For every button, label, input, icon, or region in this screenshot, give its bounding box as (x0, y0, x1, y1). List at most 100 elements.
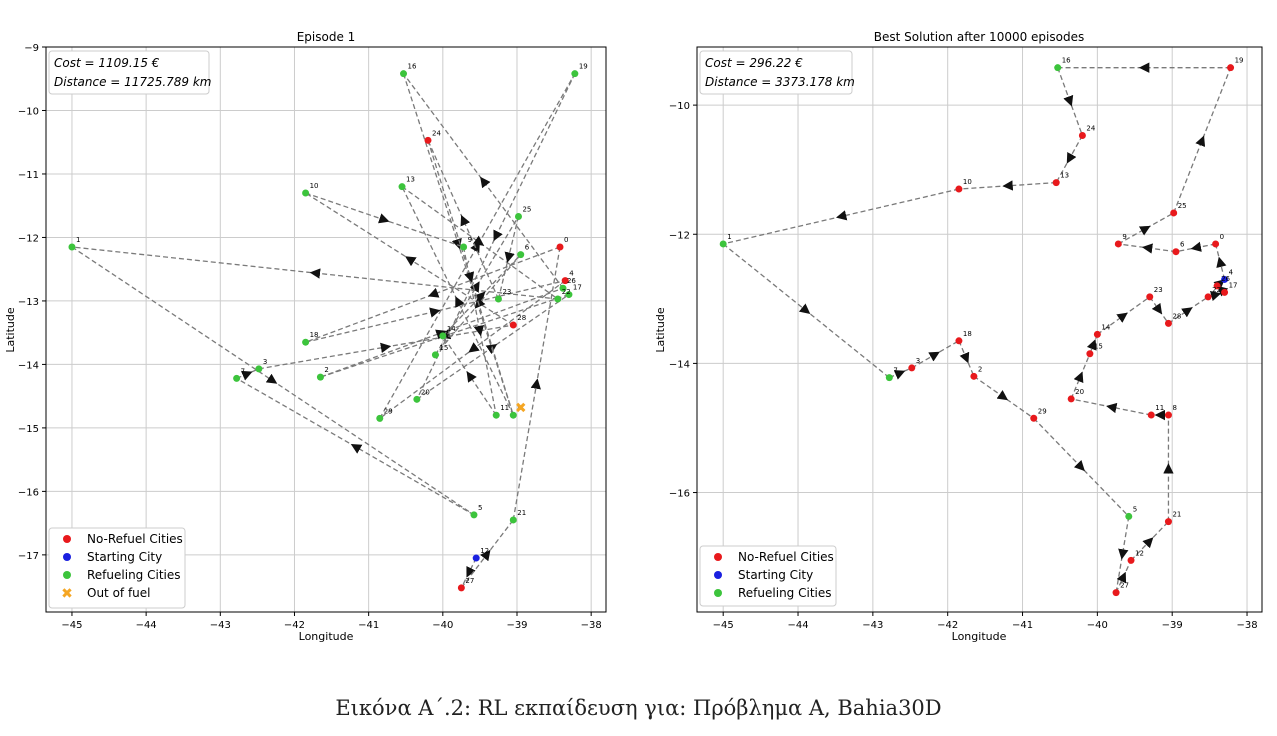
city-point (517, 251, 525, 259)
city-label: 21 (1172, 511, 1181, 519)
route-segment (1096, 296, 1151, 335)
city-point (1172, 248, 1180, 256)
city-point (1227, 64, 1235, 72)
legend-label: Starting City (738, 568, 813, 582)
y-tick-label: −11 (18, 170, 39, 181)
cost-annotation: Cost = 296.22 € (705, 56, 803, 70)
route-segment (305, 246, 561, 343)
x-tick-label: −38 (1236, 620, 1257, 631)
route-segment (71, 246, 475, 516)
route-segment (401, 186, 559, 300)
out-of-fuel-point: ✖ (515, 401, 527, 417)
cities (68, 70, 579, 592)
city-point (1164, 518, 1172, 526)
city-point (1221, 275, 1229, 283)
route-segment (1118, 212, 1175, 245)
city-point (1052, 179, 1060, 187)
city-point (509, 321, 517, 329)
city-point (565, 291, 573, 299)
city-label: 14 (1101, 323, 1110, 331)
legend-marker-no-refuel (63, 535, 71, 543)
route-segment (1173, 67, 1232, 214)
city-point (431, 351, 439, 359)
city-label: 9 (1122, 233, 1126, 241)
legend: No-Refuel Cities Starting City Refueling… (699, 545, 837, 607)
x-tick-label: −39 (1162, 620, 1183, 631)
y-tick-label: −15 (18, 424, 39, 435)
x-axis-label: Longitude (952, 630, 1007, 643)
city-label: 19 (1235, 57, 1244, 65)
city-point (1030, 414, 1038, 422)
city-point (233, 374, 241, 382)
y-tick-label: −12 (18, 233, 39, 244)
city-label: 8 (1172, 404, 1176, 412)
route-segment (1115, 560, 1132, 593)
y-tick-label: −17 (18, 551, 39, 562)
city-label: 29 (384, 407, 393, 415)
city-label: 18 (963, 330, 972, 338)
route-segment (1070, 353, 1091, 400)
city-point (376, 414, 384, 422)
grid (697, 47, 1262, 612)
city-label: 11 (500, 404, 509, 412)
city-label: 28 (517, 314, 526, 322)
legend-marker-start (714, 571, 722, 579)
route-segment (258, 324, 514, 370)
routes (71, 73, 576, 589)
legend: No-Refuel Cities Starting City Refueling… (48, 527, 186, 609)
route-segment (379, 280, 566, 419)
annotation-box (48, 50, 210, 95)
y-tick-label: −10 (18, 106, 39, 117)
city-label: 6 (525, 244, 530, 252)
route-segment (71, 246, 558, 300)
city-label: 19 (579, 63, 588, 71)
city-label: 18 (310, 331, 319, 339)
x-tick-label: −45 (61, 620, 82, 631)
route-segment (958, 340, 975, 377)
city-point (908, 364, 916, 372)
city-label: 25 (1178, 202, 1187, 210)
legend-label: Refueling Cities (87, 568, 181, 582)
city-label: 20 (1075, 388, 1084, 396)
city-label: 27 (465, 577, 474, 585)
route-segment (460, 519, 514, 589)
cost-annotation: Cost = 1109.15 € (54, 56, 160, 70)
chart-title: Best Solution after 10000 episodes (874, 30, 1084, 44)
x-tick-label: −44 (787, 620, 808, 631)
city-label: 2 (978, 365, 982, 373)
city-label: 17 (573, 284, 582, 292)
route-segment (973, 375, 1035, 419)
city-point (1213, 282, 1221, 290)
city-point (494, 295, 502, 303)
city-point (1146, 293, 1154, 301)
route-segment (401, 186, 514, 416)
x-tick-label: −38 (581, 620, 602, 631)
route-segment (1055, 135, 1083, 183)
city-point (1221, 288, 1229, 296)
route-segment (1071, 398, 1152, 416)
city-point (955, 185, 963, 193)
city-point (571, 70, 579, 78)
x-axis-label: Longitude (299, 630, 354, 643)
city-label: 1 (727, 233, 731, 241)
route-segment (497, 216, 520, 300)
route-segment (427, 140, 514, 416)
city-label: 12 (1135, 549, 1144, 557)
city-point (398, 183, 406, 191)
legend-marker-no-refuel (714, 553, 722, 561)
city-point (424, 136, 432, 144)
city-point (509, 516, 517, 524)
city-label: 15 (439, 344, 448, 352)
city-point (1147, 411, 1155, 419)
route-segment (434, 216, 520, 356)
city-point (492, 411, 500, 419)
city-point (302, 338, 310, 346)
chart-best-solution: Best Solution after 10000 episodes 01234… (654, 30, 1263, 643)
city-point (509, 411, 517, 419)
axis-ticks: −45 −44 −43 −42 −41 −40 −39 −38 −9 −10 −11 −12 −13 −1… (18, 43, 602, 631)
legend-marker-refuel (714, 589, 722, 597)
city-point (1112, 589, 1120, 597)
city-label: 22 (1212, 286, 1221, 294)
route-segment (434, 254, 522, 356)
